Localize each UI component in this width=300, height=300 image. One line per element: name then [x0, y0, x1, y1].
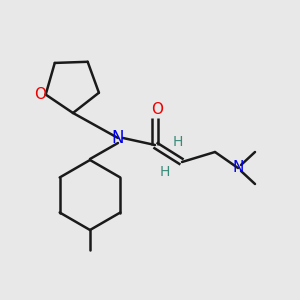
Text: N: N [112, 129, 124, 147]
Text: O: O [151, 103, 163, 118]
Text: N: N [232, 160, 244, 175]
Text: H: H [173, 135, 183, 149]
Text: O: O [34, 87, 46, 102]
Text: H: H [160, 165, 170, 179]
